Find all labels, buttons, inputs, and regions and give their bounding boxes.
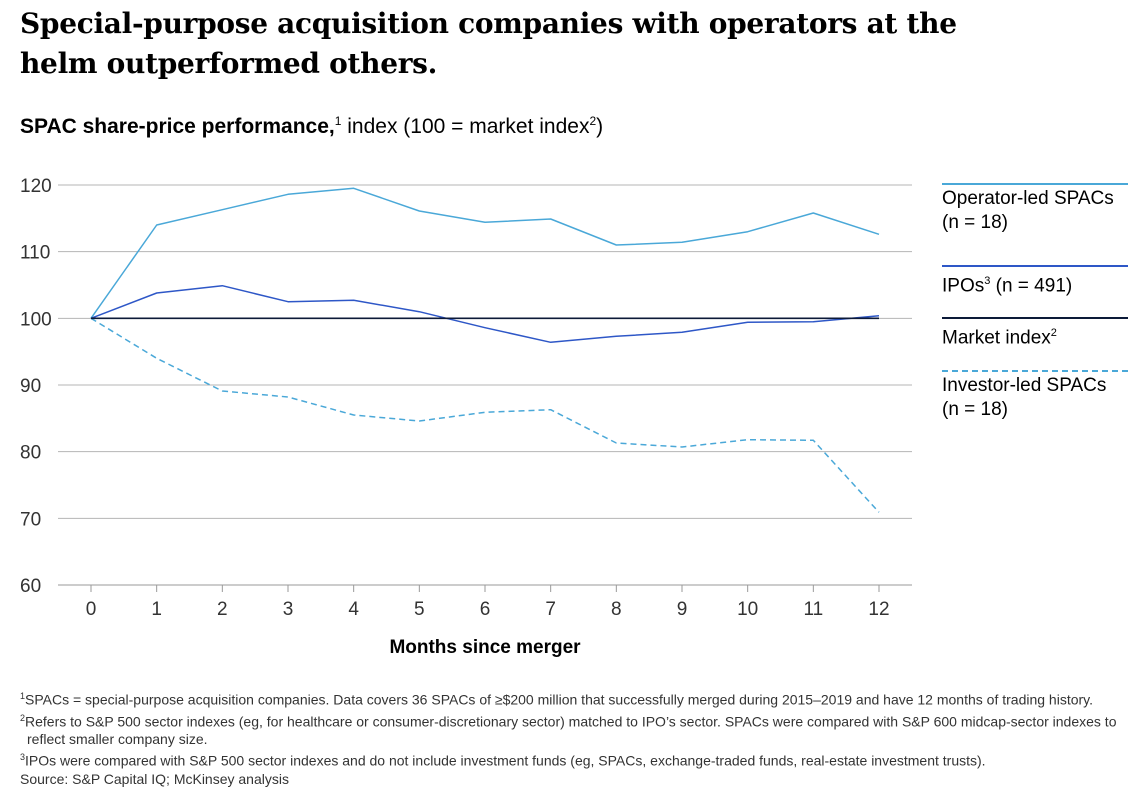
series-line-investor-led-spacs (90, 317, 880, 513)
subtitle-bold-footnote-ref: 1 (334, 114, 342, 128)
series-line-operator-led-spacs (90, 187, 880, 319)
chart-title: Special-purpose acquisition companies wi… (20, 7, 957, 80)
x-tick-label: 3 (283, 599, 294, 620)
x-tick-label: 10 (737, 599, 758, 620)
subtitle-normal: index (100 = market index (341, 115, 590, 138)
x-tick-label: 7 (545, 599, 556, 620)
footnote-3: 3IPOs were compared with S&P 500 sector … (20, 752, 986, 769)
x-axis-label: Months since merger (389, 637, 581, 658)
x-tick-label: 2 (217, 599, 228, 620)
x-tick-label: 1 (151, 599, 162, 620)
subtitle-close: ) (596, 115, 604, 138)
x-tick-label: 4 (348, 599, 359, 620)
y-tick-label: 100 (20, 309, 52, 330)
legend-swatch-ipos (942, 265, 1128, 267)
legend-market-index: Market index2 (942, 317, 1128, 350)
y-tick-label: 110 (20, 243, 50, 264)
y-tick-label: 120 (20, 176, 52, 197)
legend-label-market-index: Market index2 (942, 327, 1057, 349)
legend-label-ipos: IPOs3 (n = 491) (942, 275, 1073, 297)
legend-swatch-market-index (942, 317, 1128, 319)
legend-swatch-operator-led (942, 183, 1128, 185)
subtitle-footnote-ref: 2 (589, 114, 597, 128)
x-tick-label: 6 (480, 599, 491, 620)
x-tick-label: 12 (868, 599, 889, 620)
legend-count-operator-led: (n = 18) (942, 212, 1009, 233)
chart-subtitle: SPAC share-price performance,1 index (10… (20, 114, 603, 139)
x-tick-label: 8 (611, 599, 622, 620)
legend-label-investor-led: Investor-led SPACs (942, 375, 1107, 396)
source-note: Source: S&P Capital IQ; McKinsey analysi… (20, 770, 289, 787)
x-tick-label: 11 (803, 599, 823, 620)
legend-investor-led: Investor-led SPACs (n = 18) (942, 370, 1128, 422)
series-line-ipos (90, 284, 880, 344)
legend-ipos: IPOs3 (n = 491) (942, 265, 1128, 298)
subtitle-bold: SPAC share-price performance, (20, 115, 335, 138)
footnote-1: 1SPACs = special-purpose acquisition com… (20, 691, 1094, 708)
x-tick-label: 5 (414, 599, 425, 620)
y-tick-label: 90 (20, 376, 41, 397)
legend-operator-led: Operator-led SPACs (n = 18) (942, 183, 1128, 235)
y-tick-label: 60 (20, 576, 41, 597)
footnotes: 1SPACs = special-purpose acquisition com… (20, 687, 1130, 788)
x-tick-label: 0 (86, 599, 97, 620)
legend-count-investor-led: (n = 18) (942, 399, 1009, 420)
y-tick-label: 70 (20, 509, 41, 530)
x-tick-label: 9 (677, 599, 688, 620)
legend-swatch-investor-led (942, 370, 1128, 372)
y-tick-label: 80 (20, 443, 41, 464)
footnote-2: 2Refers to S&P 500 sector indexes (eg, f… (20, 712, 1117, 748)
legend-label-operator-led: Operator-led SPACs (942, 188, 1114, 209)
